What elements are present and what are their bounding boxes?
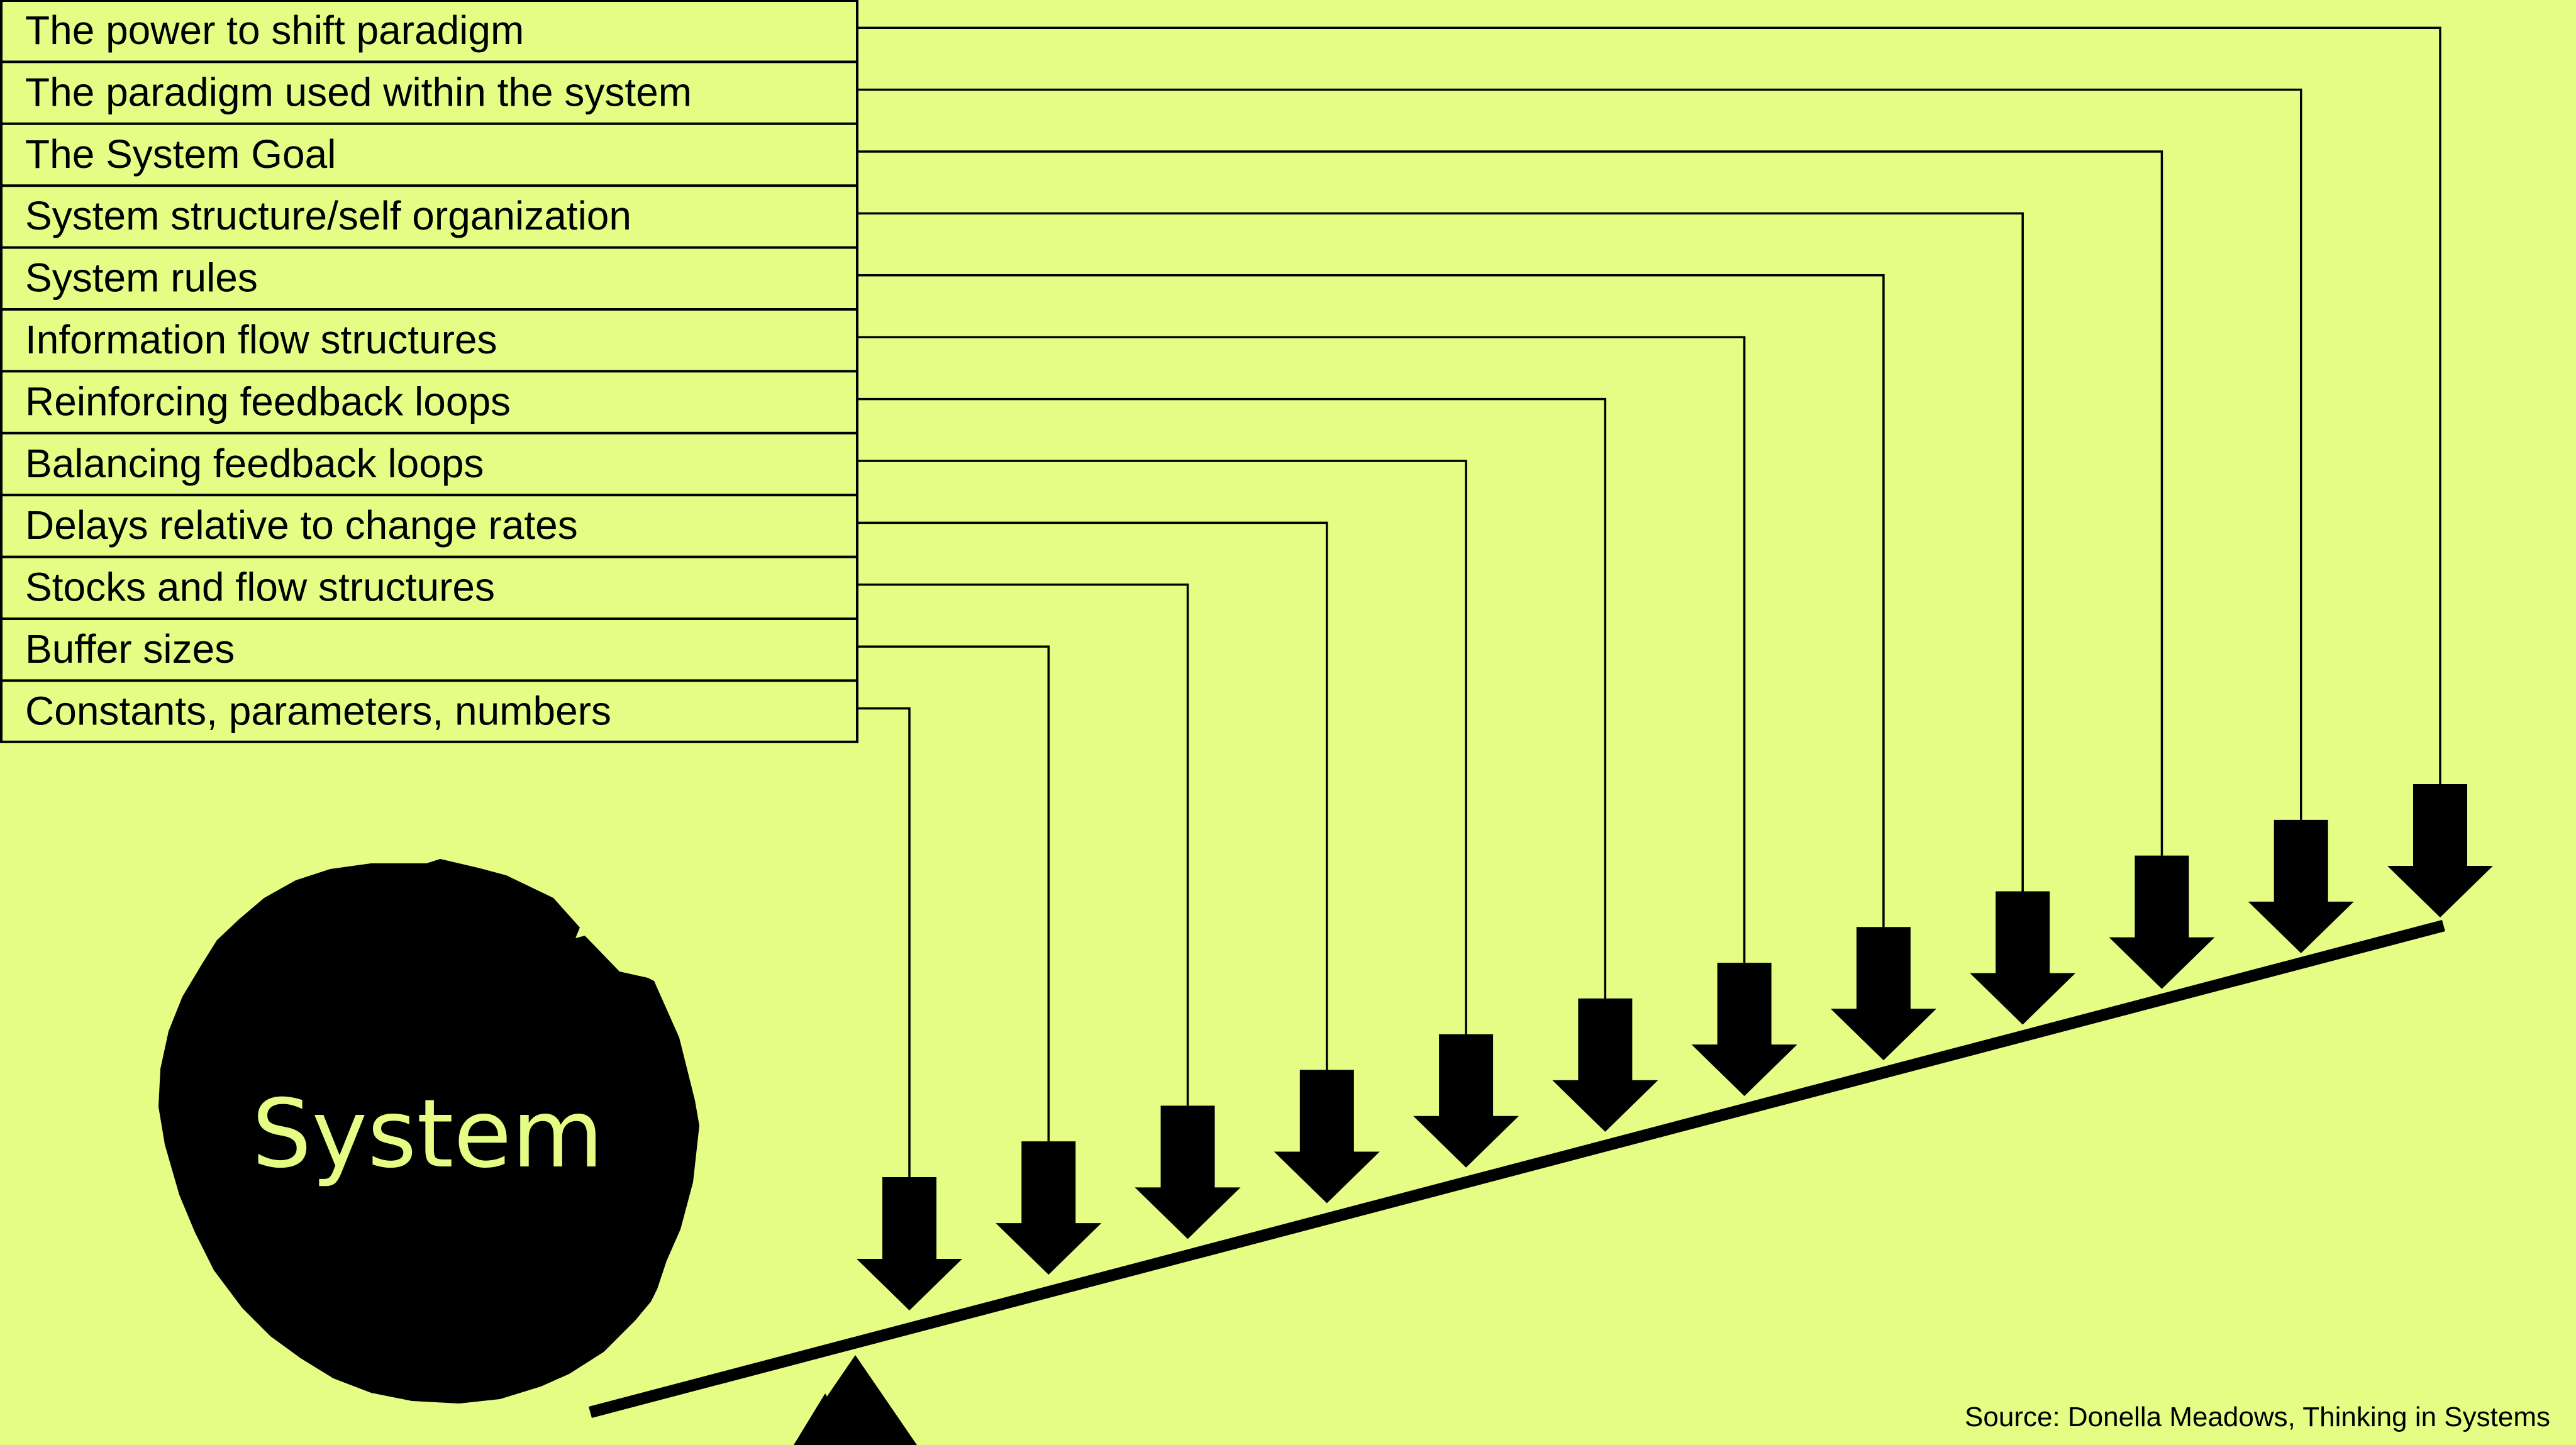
down-arrow bbox=[1413, 1034, 1519, 1168]
connector-line bbox=[857, 521, 1328, 1070]
down-arrow bbox=[1135, 1105, 1241, 1239]
leverage-point-label: Buffer sizes bbox=[25, 626, 235, 672]
connector-line bbox=[857, 397, 1607, 999]
down-arrow bbox=[2109, 855, 2215, 989]
leverage-point-label: The paradigm used within the system bbox=[25, 69, 692, 114]
leverage-point-label: The System Goal bbox=[25, 131, 336, 177]
leverage-point-label: Information flow structures bbox=[25, 317, 497, 362]
down-arrow bbox=[996, 1141, 1102, 1275]
system-blob bbox=[158, 859, 699, 1403]
down-arrow bbox=[2248, 819, 2354, 953]
down-arrow bbox=[857, 1177, 962, 1310]
connector-line bbox=[857, 645, 1050, 1142]
down-arrow bbox=[1970, 891, 2076, 1025]
system-circle: System bbox=[158, 859, 699, 1403]
leverage-point-label: Stocks and flow structures bbox=[25, 565, 495, 610]
leverage-point-label: Constants, parameters, numbers bbox=[25, 688, 611, 733]
leverage-point-label: Balancing feedback loops bbox=[25, 441, 484, 486]
leverage-point-label: Reinforcing feedback loops bbox=[25, 379, 511, 424]
connector-line bbox=[857, 88, 2302, 820]
lever bbox=[589, 920, 2445, 1445]
down-arrow bbox=[1691, 963, 1797, 1097]
connector-line bbox=[857, 460, 1467, 1034]
connector-line bbox=[857, 584, 1189, 1106]
system-label: System bbox=[252, 1080, 603, 1189]
lever-beam bbox=[589, 920, 2445, 1418]
connector-line bbox=[857, 212, 2024, 892]
down-arrow bbox=[1830, 927, 1936, 1061]
fulcrum-triangle bbox=[794, 1355, 917, 1445]
connector-line bbox=[857, 336, 1746, 963]
leverage-point-label: Delays relative to change rates bbox=[25, 502, 578, 548]
leverage-point-label: System structure/self organization bbox=[25, 193, 631, 238]
connector-line bbox=[857, 150, 2163, 856]
connector-line bbox=[857, 707, 911, 1177]
down-arrow bbox=[1552, 998, 1658, 1132]
down-arrow bbox=[1274, 1070, 1380, 1204]
down-arrow bbox=[2387, 784, 2493, 917]
leverage-point-label: System rules bbox=[25, 255, 258, 301]
connector-line bbox=[857, 26, 2441, 784]
source-credit: Source: Donella Meadows, Thinking in Sys… bbox=[1965, 1402, 2550, 1432]
leverage-point-label: The power to shift paradigm bbox=[25, 8, 524, 53]
leverage-points-table: The power to shift paradigm The paradigm … bbox=[0, 0, 858, 743]
connector-line bbox=[857, 274, 1885, 927]
down-arrows bbox=[857, 784, 2493, 1310]
connector-lines bbox=[857, 26, 2441, 1177]
